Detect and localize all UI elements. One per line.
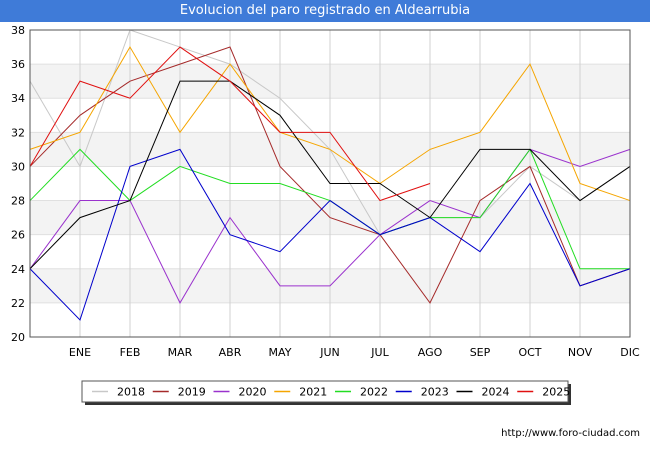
y-tick-label: 34 <box>11 92 25 105</box>
x-tick-label: MAR <box>168 346 193 359</box>
legend-label-2025: 2025 <box>542 386 570 399</box>
legend-label-2020: 2020 <box>239 386 267 399</box>
x-axis-ticks: ENE FEB MAR ABR MAY JUN JUL AGO SEP OCT NOV DIC <box>69 346 640 359</box>
series-line-2019 <box>29 46 631 304</box>
legend-label-2024: 2024 <box>482 386 510 399</box>
x-tick-label: DIC <box>620 346 640 359</box>
legend-label-2018: 2018 <box>117 386 145 399</box>
y-tick-label: 28 <box>11 195 25 208</box>
y-tick-label: 26 <box>11 229 25 242</box>
legend-label-2019: 2019 <box>178 386 206 399</box>
x-tick-label: ENE <box>69 346 91 359</box>
plot-area-border <box>29 29 631 338</box>
source-url[interactable]: http://www.foro-ciudad.com <box>501 428 640 439</box>
x-tick-label: JUL <box>370 346 389 359</box>
x-tick-label: MAY <box>269 346 292 359</box>
series-line-2023 <box>29 148 631 321</box>
y-tick-label: 24 <box>11 263 25 276</box>
x-tick-label: SEP <box>470 346 491 359</box>
x-tick-label: FEB <box>120 346 141 359</box>
y-tick-label: 36 <box>11 58 25 71</box>
legend-label-2023: 2023 <box>421 386 449 399</box>
y-tick-label: 20 <box>11 331 25 344</box>
y-tick-label: 22 <box>11 297 25 310</box>
y-tick-label: 38 <box>11 24 25 37</box>
x-tick-label: NOV <box>568 346 593 359</box>
x-tick-label: ABR <box>219 346 242 359</box>
legend-label-2022: 2022 <box>360 386 388 399</box>
series-line-2025 <box>29 46 431 202</box>
chart-legend: 2018 2019 2020 2021 2022 2023 2024 2025 <box>81 380 571 405</box>
x-tick-label: AGO <box>418 346 443 359</box>
chart-title: Evolucion del paro registrado en Aldearr… <box>0 0 650 22</box>
y-tick-label: 30 <box>11 160 25 173</box>
y-axis-ticks: 20 22 24 26 28 30 32 34 36 38 <box>11 24 25 344</box>
x-tick-label: OCT <box>518 346 541 359</box>
series-line-2024 <box>29 80 631 270</box>
series-lines <box>29 29 631 321</box>
series-line-2021 <box>29 46 631 202</box>
legend-label-2021: 2021 <box>299 386 327 399</box>
y-tick-label: 32 <box>11 126 25 139</box>
legend-box <box>81 380 569 403</box>
x-tick-label: JUN <box>319 346 340 359</box>
